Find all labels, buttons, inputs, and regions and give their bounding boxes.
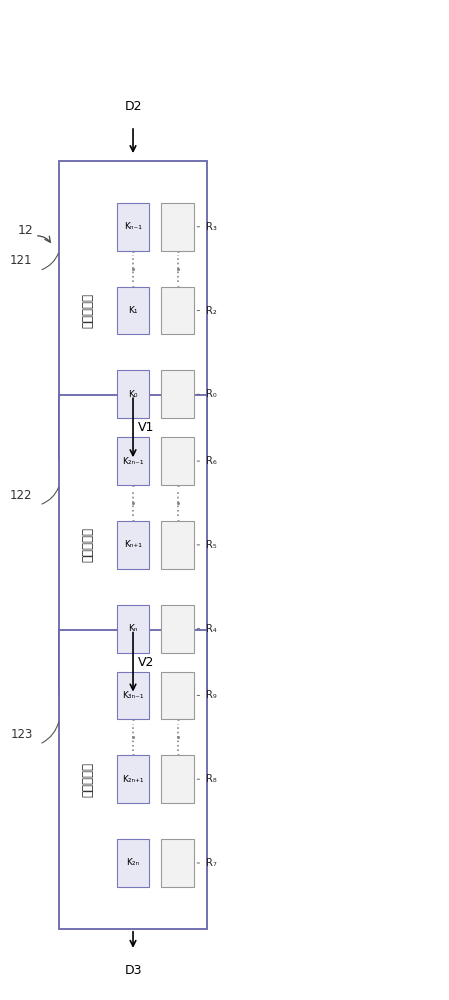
Text: V2: V2: [137, 656, 154, 669]
Bar: [117, 203, 149, 251]
Bar: [117, 672, 149, 719]
Text: K₂ₙ₊₁: K₂ₙ₊₁: [122, 775, 144, 784]
Text: R₀: R₀: [206, 389, 216, 399]
Bar: [59, 161, 207, 460]
Bar: [161, 203, 194, 251]
Bar: [59, 395, 207, 694]
Text: Kₙ₋₁: Kₙ₋₁: [124, 222, 142, 231]
Text: R₉: R₉: [206, 690, 216, 700]
Bar: [59, 630, 207, 929]
Bar: [161, 370, 194, 418]
Text: D3: D3: [124, 964, 142, 977]
Text: D2: D2: [124, 100, 142, 113]
Bar: [161, 672, 194, 719]
Text: K₁: K₁: [128, 306, 138, 315]
Text: Kₙ: Kₙ: [128, 624, 138, 633]
Bar: [161, 437, 194, 485]
Text: 第三滤波器: 第三滤波器: [82, 762, 95, 797]
Text: 122: 122: [10, 489, 33, 502]
Text: 第一滤波器: 第一滤波器: [82, 293, 95, 328]
Text: R₃: R₃: [206, 222, 216, 232]
Text: R₄: R₄: [206, 624, 216, 634]
Bar: [161, 521, 194, 569]
Text: K₂ₙ: K₂ₙ: [127, 858, 140, 867]
Bar: [117, 755, 149, 803]
Text: R₂: R₂: [206, 306, 216, 316]
Bar: [161, 287, 194, 334]
Text: 12: 12: [18, 224, 34, 237]
Text: K₀: K₀: [128, 390, 138, 399]
Bar: [117, 605, 149, 653]
Text: R₆: R₆: [206, 456, 216, 466]
Text: R₅: R₅: [206, 540, 216, 550]
Bar: [117, 437, 149, 485]
Bar: [117, 521, 149, 569]
Bar: [161, 605, 194, 653]
Text: Kₙ₊₁: Kₙ₊₁: [124, 540, 142, 549]
Text: R₈: R₈: [206, 774, 216, 784]
Text: K₃ₙ₋₁: K₃ₙ₋₁: [122, 691, 144, 700]
Text: K₂ₙ₋₁: K₂ₙ₋₁: [122, 457, 144, 466]
Bar: [161, 839, 194, 887]
Text: 121: 121: [10, 254, 33, 267]
Text: 第二滤波器: 第二滤波器: [82, 527, 95, 562]
Bar: [161, 755, 194, 803]
Text: R₇: R₇: [206, 858, 216, 868]
Bar: [117, 287, 149, 334]
Text: 123: 123: [10, 728, 33, 741]
Bar: [117, 839, 149, 887]
Text: V1: V1: [137, 421, 154, 434]
Bar: [117, 370, 149, 418]
